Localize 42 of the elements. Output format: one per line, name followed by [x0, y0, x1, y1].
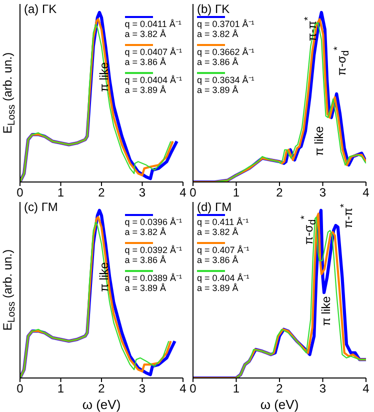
x-tick-label: 1 [57, 382, 64, 396]
x-tick-label: 3 [319, 186, 326, 200]
annotation: π like [312, 126, 326, 156]
legend-label: q = 0.0411 Å⁻¹ a = 3.82 Å [124, 19, 182, 39]
legend-label: q = 0.3701 Å⁻¹ a = 3.82 Å [197, 19, 254, 39]
legend-label: q = 0.0389 Å⁻¹ a = 3.89 Å [124, 273, 182, 293]
legend-label: q = 0.0407 Å⁻¹ a = 3.86 Å [124, 47, 182, 67]
legend-label: q = 0.3662 Å⁻¹ a = 3.86 Å [197, 47, 254, 67]
chart-title: (c) ΓM [24, 200, 58, 214]
chart-title: (d) ΓM [197, 200, 232, 214]
legend-label: q = 0.0404 Å⁻¹ a = 3.89 Å [124, 75, 182, 95]
x-tick-label: 2 [98, 186, 106, 200]
x-tick-label: 3 [138, 382, 146, 396]
x-tick-label: 2 [276, 186, 284, 200]
x-tick-label: 1 [232, 382, 240, 396]
chart-title: (a) ΓK [24, 2, 57, 16]
legend-label: q = 0.3634 Å⁻¹ a = 3.89 Å [197, 75, 254, 95]
annotation: π like [96, 262, 111, 292]
x-tick-label: 3 [138, 186, 146, 200]
annotation: π like [319, 296, 334, 326]
legend-label: q = 0.411 Å⁻¹ a = 3.82 Å [197, 217, 249, 237]
legend-label: q = 0.0392 Å⁻¹ a = 3.86 Å [124, 245, 182, 265]
legend-label: q = 0.404 Å⁻¹ a = 3.89 Å [197, 273, 250, 293]
x-axis-title: ω (eV) [260, 397, 299, 412]
legend-label: q = 0.407 Å⁻¹ a = 3.86 Å [197, 245, 250, 265]
x-tick-label: 2 [98, 382, 106, 396]
x-tick-label: 0 [16, 382, 24, 396]
x-tick-label: 0 [16, 186, 24, 200]
legend-label: q = 0.0396 Å⁻¹ a = 3.82 Å [124, 217, 182, 237]
x-axis-title: ω (eV) [82, 397, 121, 412]
annotation: π like [96, 62, 111, 92]
x-tick-label: 4 [362, 186, 370, 200]
x-tick-label: 0 [190, 382, 197, 396]
x-tick-label: 4 [180, 186, 187, 200]
x-tick-label: 0 [190, 186, 197, 200]
x-tick-label: 3 [319, 382, 326, 396]
x-tick-label: 1 [57, 186, 64, 200]
x-tick-label: 1 [232, 186, 240, 200]
x-tick-label: 4 [362, 382, 370, 396]
x-tick-label: 2 [276, 382, 284, 396]
chart-title: (b) ΓK [197, 2, 230, 16]
x-tick-label: 4 [180, 382, 187, 396]
